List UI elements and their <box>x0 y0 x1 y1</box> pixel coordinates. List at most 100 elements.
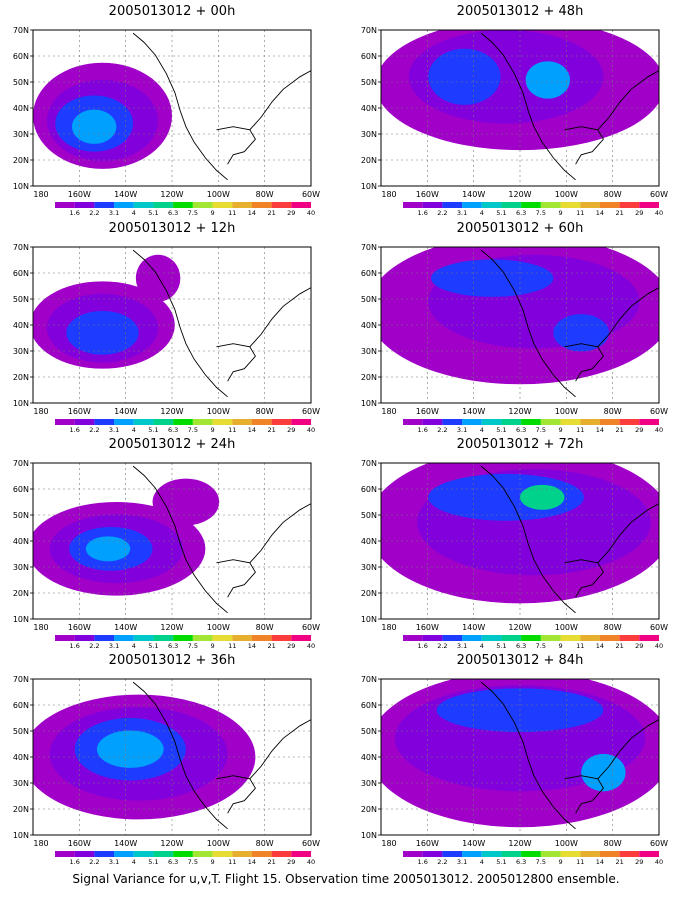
colorbar-swatch <box>501 851 522 857</box>
y-tick-label: 70N <box>361 243 377 252</box>
colorbar-swatch <box>521 851 541 857</box>
colorbar-label: 9 <box>558 209 562 217</box>
y-tick-label: 70N <box>13 459 29 468</box>
x-tick-label: 180 <box>33 839 48 848</box>
colorbar-label: 3.1 <box>109 642 119 650</box>
x-tick-label: 100W <box>555 190 578 199</box>
colorbar-swatch <box>251 635 272 641</box>
map-canvas: 70N 60N 50N 40N 30N 20N 10N 180 160W 140W 120W 100W… <box>361 243 668 434</box>
x-tick-label: 180 <box>381 407 396 416</box>
colorbar-label: 6.3 <box>516 642 526 650</box>
colorbar-swatch <box>619 202 640 208</box>
variance-contour <box>553 314 609 352</box>
x-tick-label: 100W <box>555 623 578 632</box>
y-tick-label: 10N <box>361 615 377 624</box>
colorbar-label: 40 <box>655 858 663 866</box>
colorbar-swatch <box>639 419 659 425</box>
colorbar-swatch <box>560 635 581 641</box>
colorbar-swatch <box>521 419 541 425</box>
colorbar-label: 9 <box>210 426 214 434</box>
y-tick-label: 20N <box>361 373 377 382</box>
colorbar-swatch <box>619 635 640 641</box>
colorbar-swatch <box>462 419 482 425</box>
x-tick-label: 100W <box>555 839 578 848</box>
colorbar-swatch <box>619 851 640 857</box>
colorbar-label: 3.1 <box>457 642 467 650</box>
coastline <box>597 70 659 131</box>
colorbar-label: 2.2 <box>437 209 447 217</box>
colorbar-swatch <box>74 851 95 857</box>
x-tick-label: 120W <box>508 623 531 632</box>
colorbar-label: 4 <box>480 426 484 434</box>
colorbar-swatch <box>521 635 541 641</box>
x-tick-label: 140W <box>114 190 137 199</box>
colorbar-label: 40 <box>655 426 663 434</box>
coastline <box>249 287 311 348</box>
colorbar-swatch <box>74 635 95 641</box>
x-tick-label: 160W <box>68 623 91 632</box>
colorbar-label: 21 <box>267 642 275 650</box>
colorbar-swatch <box>442 851 463 857</box>
x-tick-label: 100W <box>555 407 578 416</box>
x-tick-label: 160W <box>416 623 439 632</box>
colorbar-label: 6.3 <box>516 426 526 434</box>
colorbar-label: 3.1 <box>109 209 119 217</box>
colorbar-swatch <box>422 635 443 641</box>
y-tick-label: 10N <box>361 399 377 408</box>
map-canvas: 70N 60N 50N 40N 30N 20N 10N 180 160W 140W 120W 100W… <box>13 675 320 866</box>
colorbar-swatch <box>232 851 252 857</box>
x-tick-label: 120W <box>508 407 531 416</box>
colorbar-swatch <box>74 419 95 425</box>
colorbar-swatch <box>599 635 620 641</box>
y-tick-label: 50N <box>361 727 377 736</box>
colorbar-swatch <box>501 419 522 425</box>
colorbar-label: 4 <box>132 642 136 650</box>
coastline <box>216 126 256 165</box>
colorbar-swatch <box>212 851 233 857</box>
x-tick-label: 160W <box>68 190 91 199</box>
colorbar-swatch <box>619 419 640 425</box>
colorbar-label: 7.5 <box>536 209 546 217</box>
y-tick-label: 10N <box>13 399 29 408</box>
colorbar-label: 4 <box>480 858 484 866</box>
x-tick-label: 160W <box>68 407 91 416</box>
colorbar-swatch <box>173 635 193 641</box>
colorbar-label: 29 <box>287 858 295 866</box>
colorbar-label: 6.3 <box>516 858 526 866</box>
x-tick-label: 100W <box>207 839 230 848</box>
coastline <box>597 719 659 780</box>
colorbar-swatch <box>560 851 581 857</box>
x-tick-label: 80W <box>256 190 274 199</box>
colorbar-swatch <box>501 202 522 208</box>
y-tick-label: 50N <box>13 78 29 87</box>
y-tick-label: 50N <box>13 295 29 304</box>
y-tick-label: 30N <box>13 779 29 788</box>
x-tick-label: 120W <box>160 839 183 848</box>
colorbar-label: 4 <box>132 858 136 866</box>
coastline <box>216 775 256 814</box>
colorbar-swatch <box>271 419 292 425</box>
map-panel-72h: 2005013012 + 72h 70N 60N 50N 40N 30N 20N 10N 18… <box>348 437 692 653</box>
x-tick-label: 80W <box>256 407 274 416</box>
colorbar-swatch <box>251 419 272 425</box>
colorbar-label: 2.2 <box>89 642 99 650</box>
coastline <box>132 681 228 830</box>
colorbar-label: 7.5 <box>188 209 198 217</box>
colorbar-label: 14 <box>248 642 256 650</box>
colorbar-swatch <box>580 635 600 641</box>
colorbar-swatch <box>94 419 115 425</box>
y-tick-label: 60N <box>13 269 29 278</box>
colorbar-swatch <box>153 202 174 208</box>
colorbar-label: 3.1 <box>457 858 467 866</box>
variance-contour <box>525 61 571 99</box>
colorbar-swatch <box>403 851 423 857</box>
y-tick-label: 30N <box>361 563 377 572</box>
colorbar-label: 11 <box>228 209 236 217</box>
y-tick-label: 30N <box>13 130 29 139</box>
y-tick-label: 10N <box>13 831 29 840</box>
x-tick-label: 140W <box>114 839 137 848</box>
colorbar-swatch <box>94 202 115 208</box>
coastline <box>480 681 576 830</box>
colorbar-label: 9 <box>558 426 562 434</box>
